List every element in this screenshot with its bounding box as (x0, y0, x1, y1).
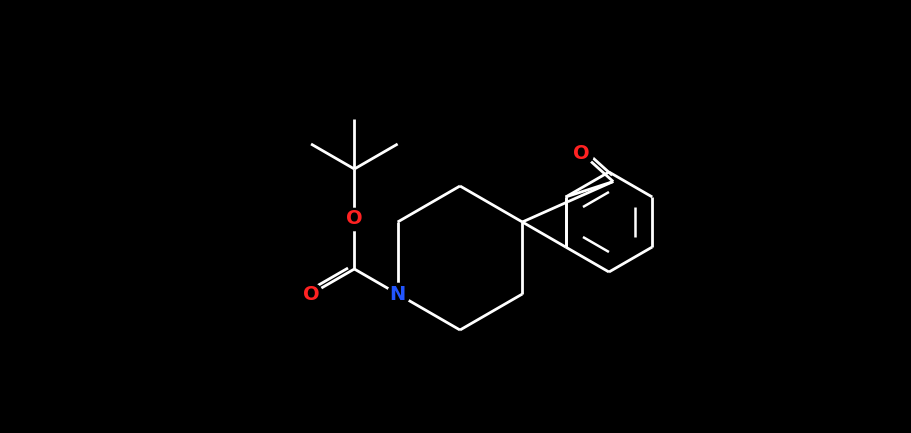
Text: N: N (390, 284, 405, 304)
Text: O: O (346, 210, 363, 229)
Text: O: O (346, 210, 363, 229)
Text: O: O (302, 284, 320, 304)
Text: O: O (573, 144, 590, 163)
Text: O: O (573, 144, 590, 163)
Text: N: N (390, 284, 405, 304)
Text: O: O (302, 284, 320, 304)
